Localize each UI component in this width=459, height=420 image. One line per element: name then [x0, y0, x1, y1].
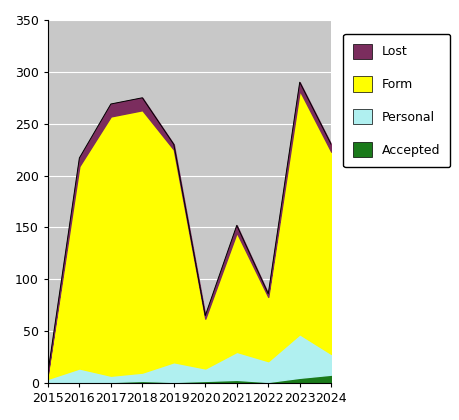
- Legend: Lost, Form, Personal, Accepted: Lost, Form, Personal, Accepted: [342, 34, 449, 167]
